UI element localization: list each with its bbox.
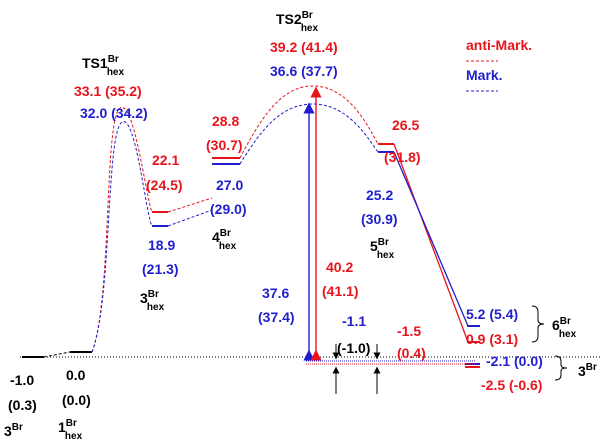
energy-4br-hex-anti-top: 28.8 [212, 113, 239, 129]
anti-mark-profile-ts2 [239, 85, 379, 159]
species-3br-end: 3Br [578, 362, 597, 379]
energy-4br-hex-anti-bot: (30.7) [206, 137, 243, 153]
species-5br-hex: 5Br hex [370, 237, 395, 261]
energy-ts2-mark: 36.6 (37.7) [270, 63, 338, 79]
energy-6br-hex-anti: 0.9 (3.1) [466, 331, 518, 347]
species-3br-start: 3Br [4, 422, 23, 439]
delta-anti-bot: (0.4) [397, 345, 426, 361]
species-1br-hex: 1Br hex [58, 418, 83, 442]
energy-4br-hex-mark-top: 27.0 [216, 177, 243, 193]
delta-mark-top: -1.1 [342, 313, 366, 329]
energy-3br-hex-mark-bot: (21.3) [142, 261, 179, 277]
legend-anti-mark-label: anti-Mark. [466, 37, 532, 53]
energy-3br-start-top: -1.0 [10, 372, 34, 388]
energy-5br-hex-anti-top: 26.5 [392, 117, 419, 133]
energy-ts2-anti: 39.2 (41.4) [270, 39, 338, 55]
barrier-mark-bot: (37.4) [258, 309, 295, 325]
energy-5br-hex-mark-bot: (30.9) [361, 211, 398, 227]
energy-3br-hex-mark-top: 18.9 [148, 237, 175, 253]
delta-mark-bot: (-1.0) [337, 340, 370, 356]
brace-6br-hex [531, 305, 545, 343]
energy-1br-bot: (0.0) [62, 392, 91, 408]
mark-connector-5-3 [393, 151, 469, 327]
species-6br-hex: 6Br hex [552, 316, 577, 340]
energy-1br-top: 0.0 [66, 367, 86, 383]
energy-3br-start-bot: (0.3) [8, 397, 37, 413]
species-ts2: TS2Br hex [276, 10, 318, 34]
anti-mark-connector-3-4 [167, 197, 213, 213]
energy-6br-hex-mark: 5.2 (5.4) [466, 306, 518, 322]
energy-ts1-mark: 32.0 (34.2) [80, 105, 148, 121]
anti-mark-profile-ts1 [91, 107, 153, 353]
mark-profile-ts1 [91, 121, 153, 353]
energy-3br-hex-anti-top: 22.1 [152, 152, 179, 168]
connector-3-to-1 [43, 351, 71, 358]
energy-5br-hex-anti-bot: (31.8) [384, 149, 421, 165]
barrier-anti-bot: (41.1) [322, 283, 359, 299]
mark-connector-3-4 [167, 209, 213, 227]
energy-ts1-anti: 33.1 (35.2) [74, 83, 142, 99]
species-ts1: TS1Br hex [82, 54, 124, 78]
anti-mark-connector-5-3 [393, 143, 469, 343]
energy-4br-hex-mark-bot: (29.0) [210, 201, 247, 217]
energy-3br-end-anti: -2.5 (-0.6) [481, 377, 542, 393]
energy-3br-end-mark: -2.1 (0.0) [486, 353, 543, 369]
energy-3br-hex-anti-bot: (24.5) [146, 177, 183, 193]
species-4br-hex: 4Br hex [212, 228, 237, 252]
barrier-mark-top: 37.6 [262, 285, 289, 301]
delta-anti-top: -1.5 [397, 323, 421, 339]
species-3br-hex: 3Br hex [140, 289, 165, 313]
energy-5br-hex-mark-top: 25.2 [366, 187, 393, 203]
barrier-anti-top: 40.2 [326, 259, 353, 275]
brace-3br-end [554, 355, 568, 381]
legend-mark-label: Mark. [466, 67, 503, 83]
